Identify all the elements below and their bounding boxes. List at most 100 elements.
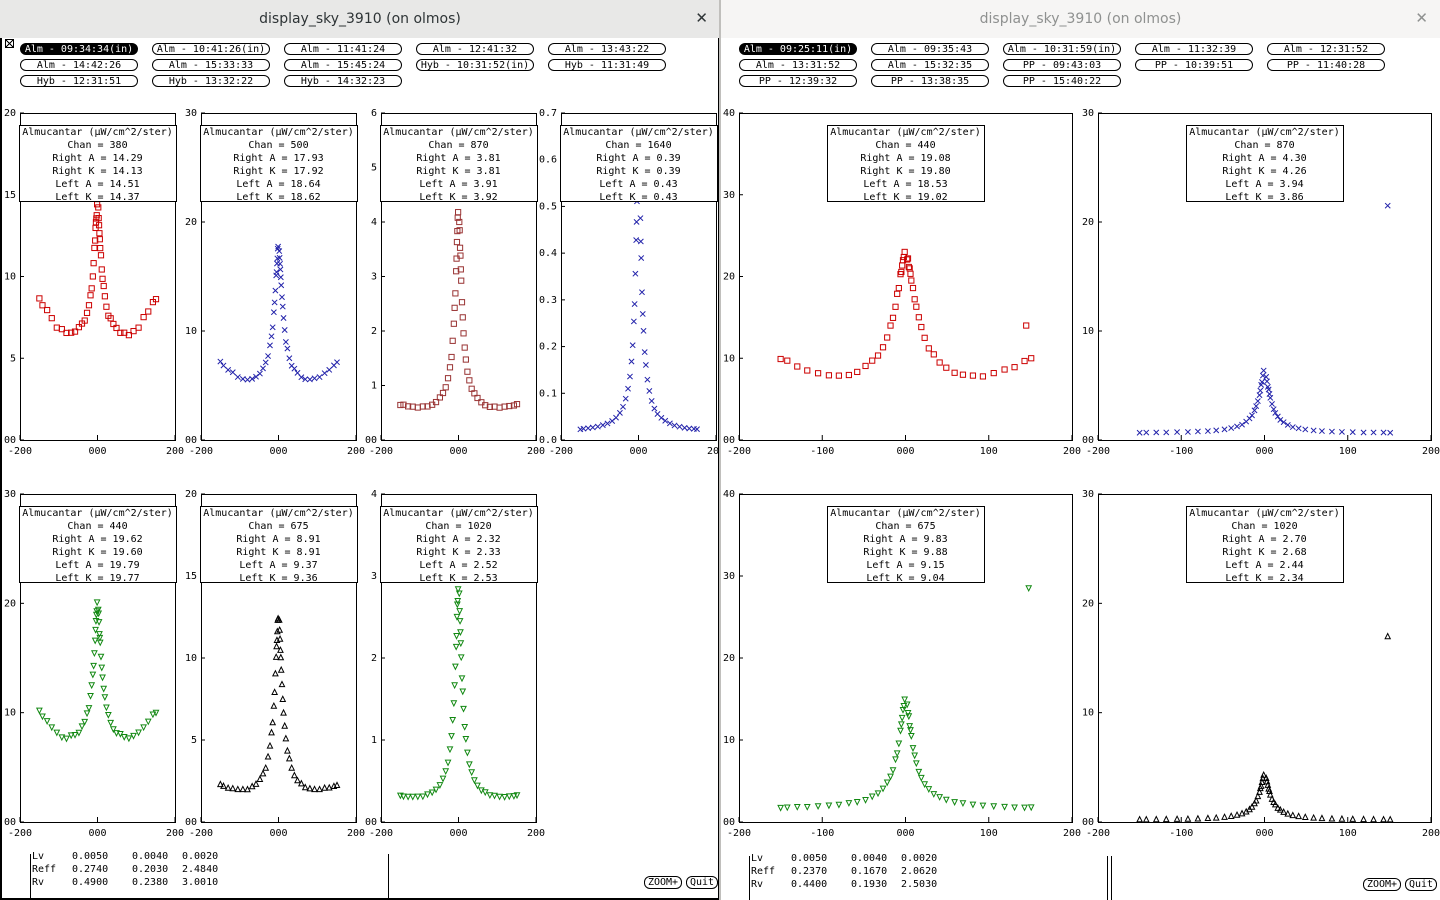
zoom-button[interactable]: ZOOM+ — [644, 876, 682, 889]
data-point — [35, 707, 43, 715]
scan-button[interactable]: Hyb - 10:31:52(in) — [416, 59, 534, 71]
data-point — [990, 803, 998, 811]
scan-button[interactable]: Alm - 13:43:22 — [548, 43, 666, 55]
window-titlebar[interactable]: display_sky_3910 (on olmos) ✕ — [0, 0, 720, 38]
data-point — [58, 734, 66, 742]
data-point — [854, 368, 861, 376]
scan-button[interactable]: Alm - 09:34:34(in) — [20, 43, 138, 55]
chart-info-line: Right A = 17.93 — [233, 153, 324, 164]
close-icon[interactable]: ✕ — [695, 9, 708, 27]
data-point — [272, 287, 279, 294]
data-point — [462, 356, 469, 363]
scan-button[interactable]: PP - 12:39:32 — [739, 75, 857, 87]
data-point — [259, 769, 267, 777]
scan-button[interactable]: Alm - 15:45:24 — [284, 59, 402, 71]
data-point — [458, 675, 466, 683]
data-point — [439, 775, 447, 783]
x-tick-label: 200 — [707, 446, 720, 457]
y-tick-label: 6 — [371, 108, 377, 119]
scan-button[interactable]: Alm - 10:41:26(in) — [152, 43, 270, 55]
data-point — [457, 640, 465, 648]
scan-button[interactable]: Hyb - 14:32:23 — [284, 75, 402, 87]
scan-button[interactable]: Alm - 15:33:33 — [152, 59, 270, 71]
data-point — [1221, 426, 1228, 433]
y-tick-label: 20 — [4, 108, 16, 119]
window-titlebar[interactable]: display_sky_3910 (on olmos) ✕ — [721, 0, 1440, 38]
data-point — [1142, 815, 1150, 823]
data-point — [1274, 804, 1282, 811]
data-point — [271, 299, 278, 306]
y-tick-label: 0.7 — [539, 108, 557, 119]
data-point — [1253, 403, 1260, 410]
window-menu-icon[interactable] — [5, 39, 14, 48]
chart-info-line: Right K = 4.26 — [1222, 166, 1307, 177]
data-point — [845, 371, 852, 379]
data-point — [845, 800, 853, 807]
scan-button[interactable]: PP - 11:40:28 — [1267, 59, 1385, 71]
chart-info-line: Right A = 2.70 — [1222, 534, 1307, 545]
data-point — [825, 802, 833, 810]
y-tick-label: 15 — [185, 571, 197, 582]
data-point — [269, 718, 277, 726]
data-point — [686, 425, 693, 432]
scan-button[interactable]: Alm - 12:31:52 — [1267, 43, 1385, 55]
data-point — [140, 724, 148, 732]
scan-button[interactable]: Alm - 10:31:59(in) — [1003, 43, 1121, 55]
data-point — [456, 227, 463, 234]
x-tick-label: 200 — [1422, 446, 1440, 457]
quit-button[interactable]: Quit — [686, 876, 718, 889]
data-point — [474, 394, 481, 402]
scan-button[interactable]: PP - 10:39:51 — [1135, 59, 1253, 71]
data-point — [224, 783, 232, 791]
data-point — [113, 324, 120, 332]
chart-info-line: Left K = 9.04 — [866, 573, 945, 584]
data-point — [90, 260, 97, 267]
data-point — [270, 309, 277, 316]
scatter-chart: 00 10 20 30 -200 000 200 — [4, 489, 184, 839]
data-point — [887, 322, 894, 329]
data-point — [1380, 815, 1387, 823]
scan-button[interactable]: Alm - 09:25:11(in) — [739, 43, 857, 55]
y-tick-label: 10 — [185, 653, 197, 664]
close-icon[interactable]: ✕ — [1415, 9, 1428, 27]
data-point — [1338, 428, 1345, 435]
y-tick-label: 0.0 — [539, 435, 557, 446]
data-point — [1384, 202, 1391, 209]
scan-button[interactable]: Hyb - 12:31:51 — [20, 75, 138, 87]
data-point — [1248, 802, 1256, 810]
scan-button[interactable]: Alm - 14:42:26 — [20, 59, 138, 71]
scan-button[interactable]: Hyb - 13:32:22 — [152, 75, 270, 87]
data-point — [1272, 409, 1279, 416]
scan-button[interactable]: PP - 13:38:35 — [871, 75, 989, 87]
data-point — [288, 763, 296, 771]
data-point — [306, 784, 314, 792]
zoom-button[interactable]: ZOOM+ — [1363, 878, 1401, 891]
scan-button[interactable]: PP - 09:43:03 — [1003, 59, 1121, 71]
scan-button[interactable]: PP - 15:40:22 — [1003, 75, 1121, 87]
scan-button[interactable]: Alm - 11:32:39 — [1135, 43, 1253, 55]
scan-button[interactable]: Alm - 12:41:32 — [416, 43, 534, 55]
scan-button[interactable]: Alm - 11:41:24 — [284, 43, 402, 55]
y-tick-label: 0.1 — [539, 388, 557, 399]
scan-button[interactable]: Alm - 13:31:52 — [739, 59, 857, 71]
data-point — [448, 733, 455, 740]
x-tick-label: -200 — [1086, 828, 1110, 839]
data-point — [979, 373, 987, 380]
data-point — [671, 422, 678, 429]
chart-info-line: Right A = 4.30 — [1222, 153, 1307, 164]
data-point — [951, 799, 959, 806]
data-point — [1284, 421, 1291, 428]
data-point — [1384, 632, 1392, 640]
x-tick-label: -200 — [369, 828, 393, 839]
data-point — [1233, 810, 1241, 818]
scan-button[interactable]: Hyb - 11:31:49 — [548, 59, 666, 71]
data-point — [135, 729, 142, 737]
data-point — [912, 760, 920, 768]
data-point — [1027, 804, 1035, 812]
scan-button[interactable]: Alm - 15:32:35 — [871, 59, 989, 71]
data-point — [868, 793, 876, 801]
data-point — [253, 373, 259, 380]
quit-button[interactable]: Quit — [1405, 878, 1437, 891]
data-point — [63, 735, 70, 743]
scan-button[interactable]: Alm - 09:35:43 — [871, 43, 989, 55]
